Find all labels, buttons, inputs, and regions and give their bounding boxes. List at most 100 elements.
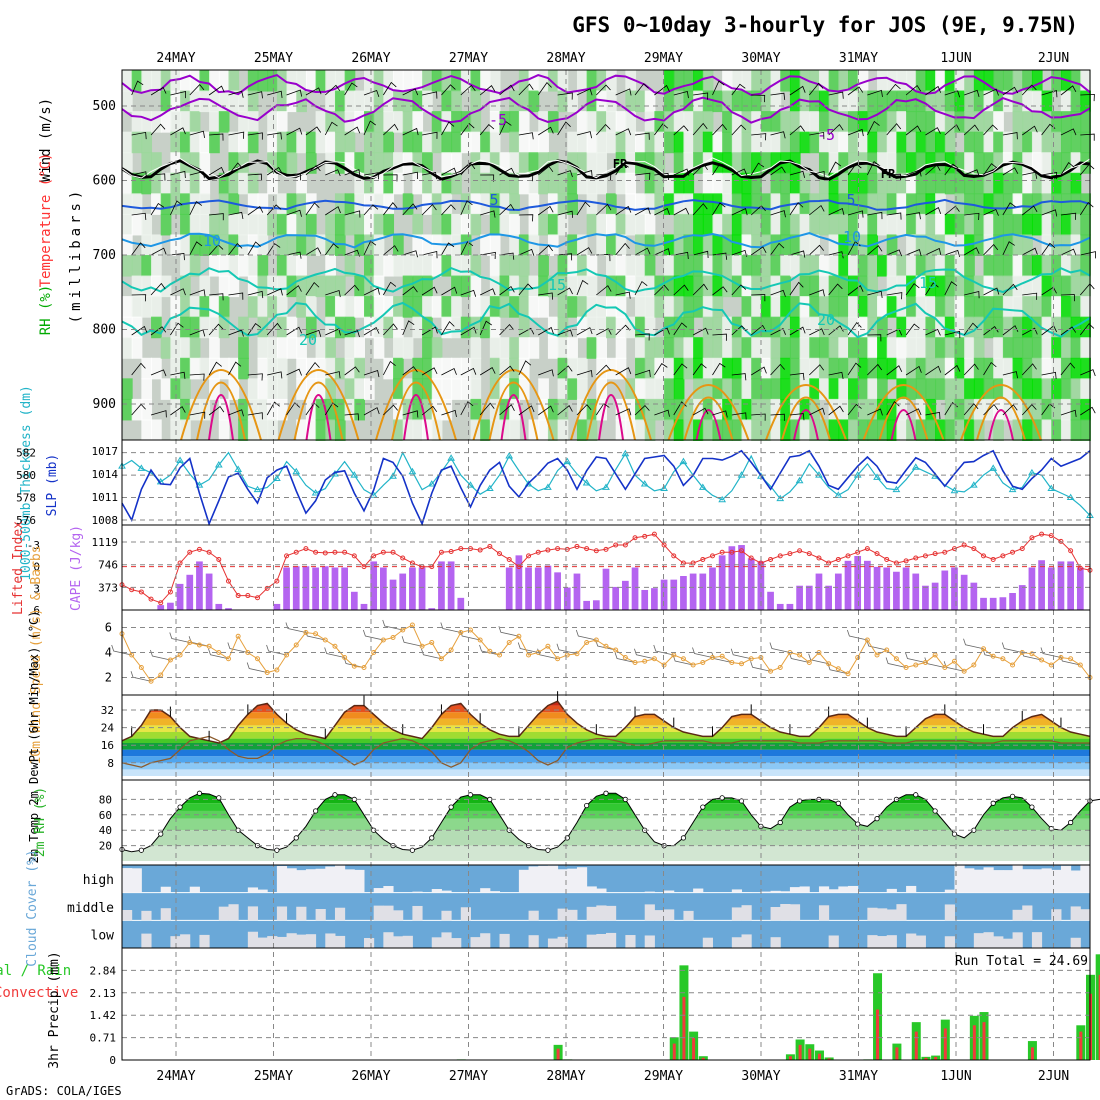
cloud-cell: [683, 910, 694, 921]
rh-shade-cell: [1031, 296, 1043, 318]
rh-shade-cell: [741, 316, 753, 339]
cloud-cell: [141, 933, 152, 948]
wind-barb: [867, 408, 883, 416]
rh-shade-cell: [218, 357, 230, 380]
rh-shade-cell: [809, 357, 820, 380]
rh-shade-cell: [780, 378, 791, 400]
wind-barb: [247, 91, 263, 99]
rh-shade-cell: [354, 337, 365, 359]
rh-shade-cell: [1022, 337, 1033, 359]
rh-shade-cell: [441, 131, 453, 154]
rh-shade-cell: [1022, 234, 1033, 256]
cape-bar: [563, 587, 571, 610]
wind-barb: [1002, 167, 1019, 176]
rh-shade-cell: [364, 275, 375, 298]
wind-barb: [925, 247, 942, 256]
rh-shade-cell: [567, 296, 578, 318]
rh-shade-cell: [838, 337, 849, 359]
rh-shade-cell: [635, 275, 646, 298]
rh-shade-cell: [1041, 131, 1053, 154]
lifted-index-point: [458, 546, 464, 552]
rh-shade-cell: [364, 90, 375, 113]
rh-shade-cell: [867, 357, 879, 380]
rh-shade-cell: [422, 172, 433, 195]
rh-shade-cell: [576, 378, 588, 400]
diurnal-contour: [403, 394, 429, 441]
rh-shade-cell: [315, 419, 327, 441]
rh-shade-cell: [644, 275, 656, 298]
rh-shade-cell: [993, 398, 1004, 421]
cloud-cell: [944, 889, 955, 893]
cape-bar: [205, 573, 213, 610]
rh-shade-cell: [1031, 378, 1043, 400]
rh-shade-cell: [944, 111, 956, 133]
rh-shade-cell: [170, 398, 182, 421]
rh-shade-cell: [209, 316, 220, 339]
rh-shade-cell: [296, 172, 307, 195]
lifted-index-point: [158, 600, 164, 606]
wind-barb: [615, 242, 630, 256]
rh-shade-cell: [228, 213, 240, 236]
wind-barb-10m: [556, 643, 578, 655]
wind-barb: [654, 123, 669, 136]
rh-shade-cell: [731, 275, 743, 298]
rh-shade-cell: [364, 193, 375, 215]
cloud-cell: [1051, 869, 1062, 893]
contour-label: FR: [613, 157, 628, 171]
rh-shade-cell: [828, 152, 840, 174]
rh-shade-cell: [809, 255, 820, 277]
rh-shade-cell: [267, 172, 278, 195]
wind-speed-point: [584, 640, 590, 645]
rh-shade-cell: [383, 152, 395, 174]
rh-shade-cell: [925, 234, 937, 256]
wind-barb: [983, 362, 997, 376]
rh-shade-cell: [180, 172, 191, 195]
wind-barb: [809, 244, 825, 256]
wind-barb: [537, 165, 554, 176]
rh-shade-cell: [983, 316, 995, 339]
wind-barb: [499, 285, 515, 296]
wind-barb: [189, 289, 206, 297]
wind-barb: [363, 326, 380, 336]
cloud-cell: [789, 904, 801, 921]
day-label: 30MAY: [741, 1069, 780, 1084]
rh-shade-cell: [422, 70, 433, 92]
rh-shade-cell: [557, 316, 569, 339]
rh-shade-cell: [189, 111, 201, 133]
rh-shade-cell: [1022, 296, 1033, 318]
rh-shade-cell: [412, 398, 424, 421]
wind-barb: [150, 247, 167, 256]
thickness-tick: 578: [16, 492, 36, 505]
wind-barb: [925, 127, 941, 136]
wind-barb: [615, 128, 632, 136]
wind-barb: [208, 406, 225, 416]
rh-shade-cell: [712, 234, 724, 256]
rh-shade-cell: [944, 255, 956, 277]
wind-barb: [363, 369, 380, 378]
rh-shade-cell: [760, 398, 772, 421]
rh-shade-cell: [305, 152, 317, 174]
rh-shade-cell: [906, 337, 917, 359]
wind-barb: [324, 402, 339, 416]
cloud-cell: [547, 865, 559, 893]
rh-shade-cell: [509, 234, 520, 256]
rh-shade-cell: [547, 398, 559, 421]
wind-barb: [828, 123, 844, 136]
cloud-row-label: high: [83, 873, 114, 888]
precip-convective-bar: [817, 1053, 821, 1060]
rh-shade-cell: [383, 316, 395, 339]
rh-shade-cell: [189, 296, 201, 318]
rh-shade-cell: [770, 152, 782, 174]
cape-bar: [883, 567, 891, 610]
rh-shade-cell: [877, 172, 888, 195]
rh-shade-cell: [799, 337, 811, 359]
rh-shade-cell: [722, 316, 733, 339]
rh-shade-cell: [267, 152, 278, 174]
wind-barb: [131, 362, 146, 376]
rh-shade-cell: [809, 337, 820, 359]
rh-shade-cell: [344, 131, 356, 154]
wind-barb: [150, 282, 166, 296]
rh-shade-cell: [547, 419, 559, 441]
rh-shade-cell: [848, 255, 859, 277]
rh-shade-cell: [944, 70, 956, 92]
